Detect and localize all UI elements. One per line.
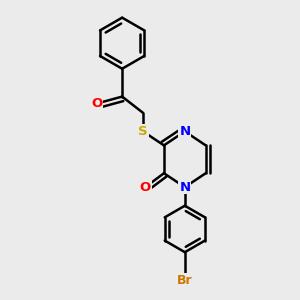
Text: Br: Br [177,274,193,286]
Text: N: N [179,125,191,138]
Text: N: N [179,181,191,194]
Text: S: S [138,125,148,138]
Text: O: O [91,97,102,110]
Text: O: O [140,181,151,194]
